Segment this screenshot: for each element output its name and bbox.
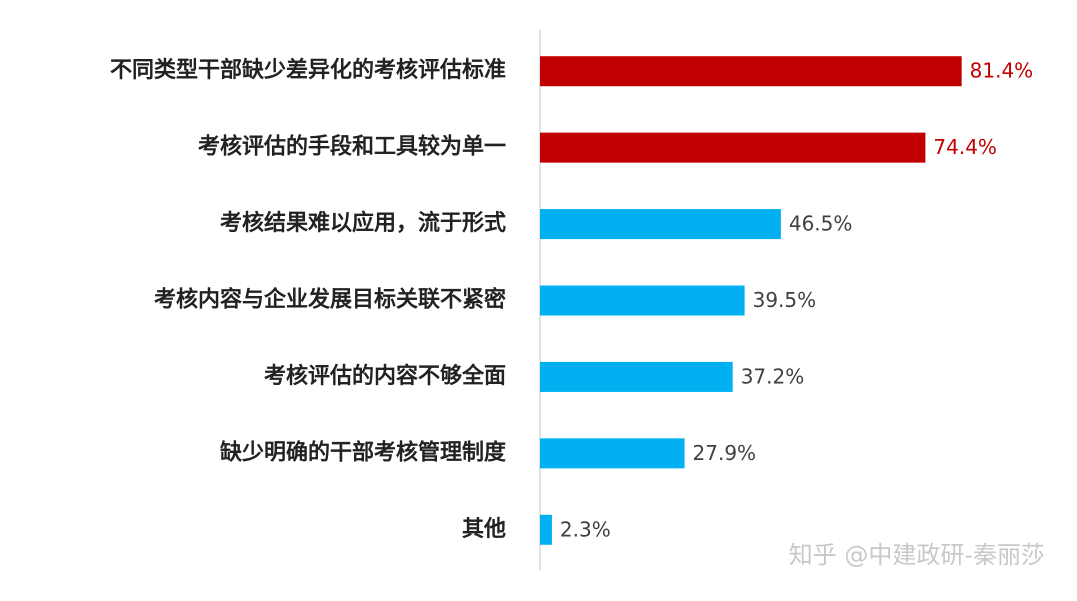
bar bbox=[540, 132, 926, 163]
category-label: 考核评估的内容不够全面 bbox=[264, 363, 506, 389]
bar bbox=[540, 209, 781, 240]
value-label: 27.9% bbox=[693, 441, 757, 465]
value-label: 37.2% bbox=[741, 364, 805, 388]
category-label: 考核内容与企业发展目标关联不紧密 bbox=[154, 287, 506, 313]
bar bbox=[540, 285, 745, 316]
value-label: 39.5% bbox=[753, 288, 817, 312]
category-label: 不同类型干部缺少差异化的考核评估标准 bbox=[110, 57, 506, 83]
value-label: 2.3% bbox=[560, 517, 611, 541]
bar bbox=[540, 361, 733, 392]
category-label: 考核评估的手段和工具较为单一 bbox=[198, 134, 506, 160]
bar bbox=[540, 56, 962, 87]
value-label: 46.5% bbox=[789, 212, 853, 236]
bar bbox=[540, 438, 685, 469]
bar bbox=[540, 514, 552, 545]
category-label: 其他 bbox=[462, 517, 506, 542]
category-label: 缺少明确的干部考核管理制度 bbox=[220, 439, 507, 465]
watermark: 知乎 @中建政研-秦丽莎 bbox=[789, 541, 1045, 569]
value-label: 74.4% bbox=[933, 135, 997, 159]
category-label: 考核结果难以应用，流于形式 bbox=[220, 210, 506, 236]
value-label: 81.4% bbox=[970, 59, 1034, 83]
